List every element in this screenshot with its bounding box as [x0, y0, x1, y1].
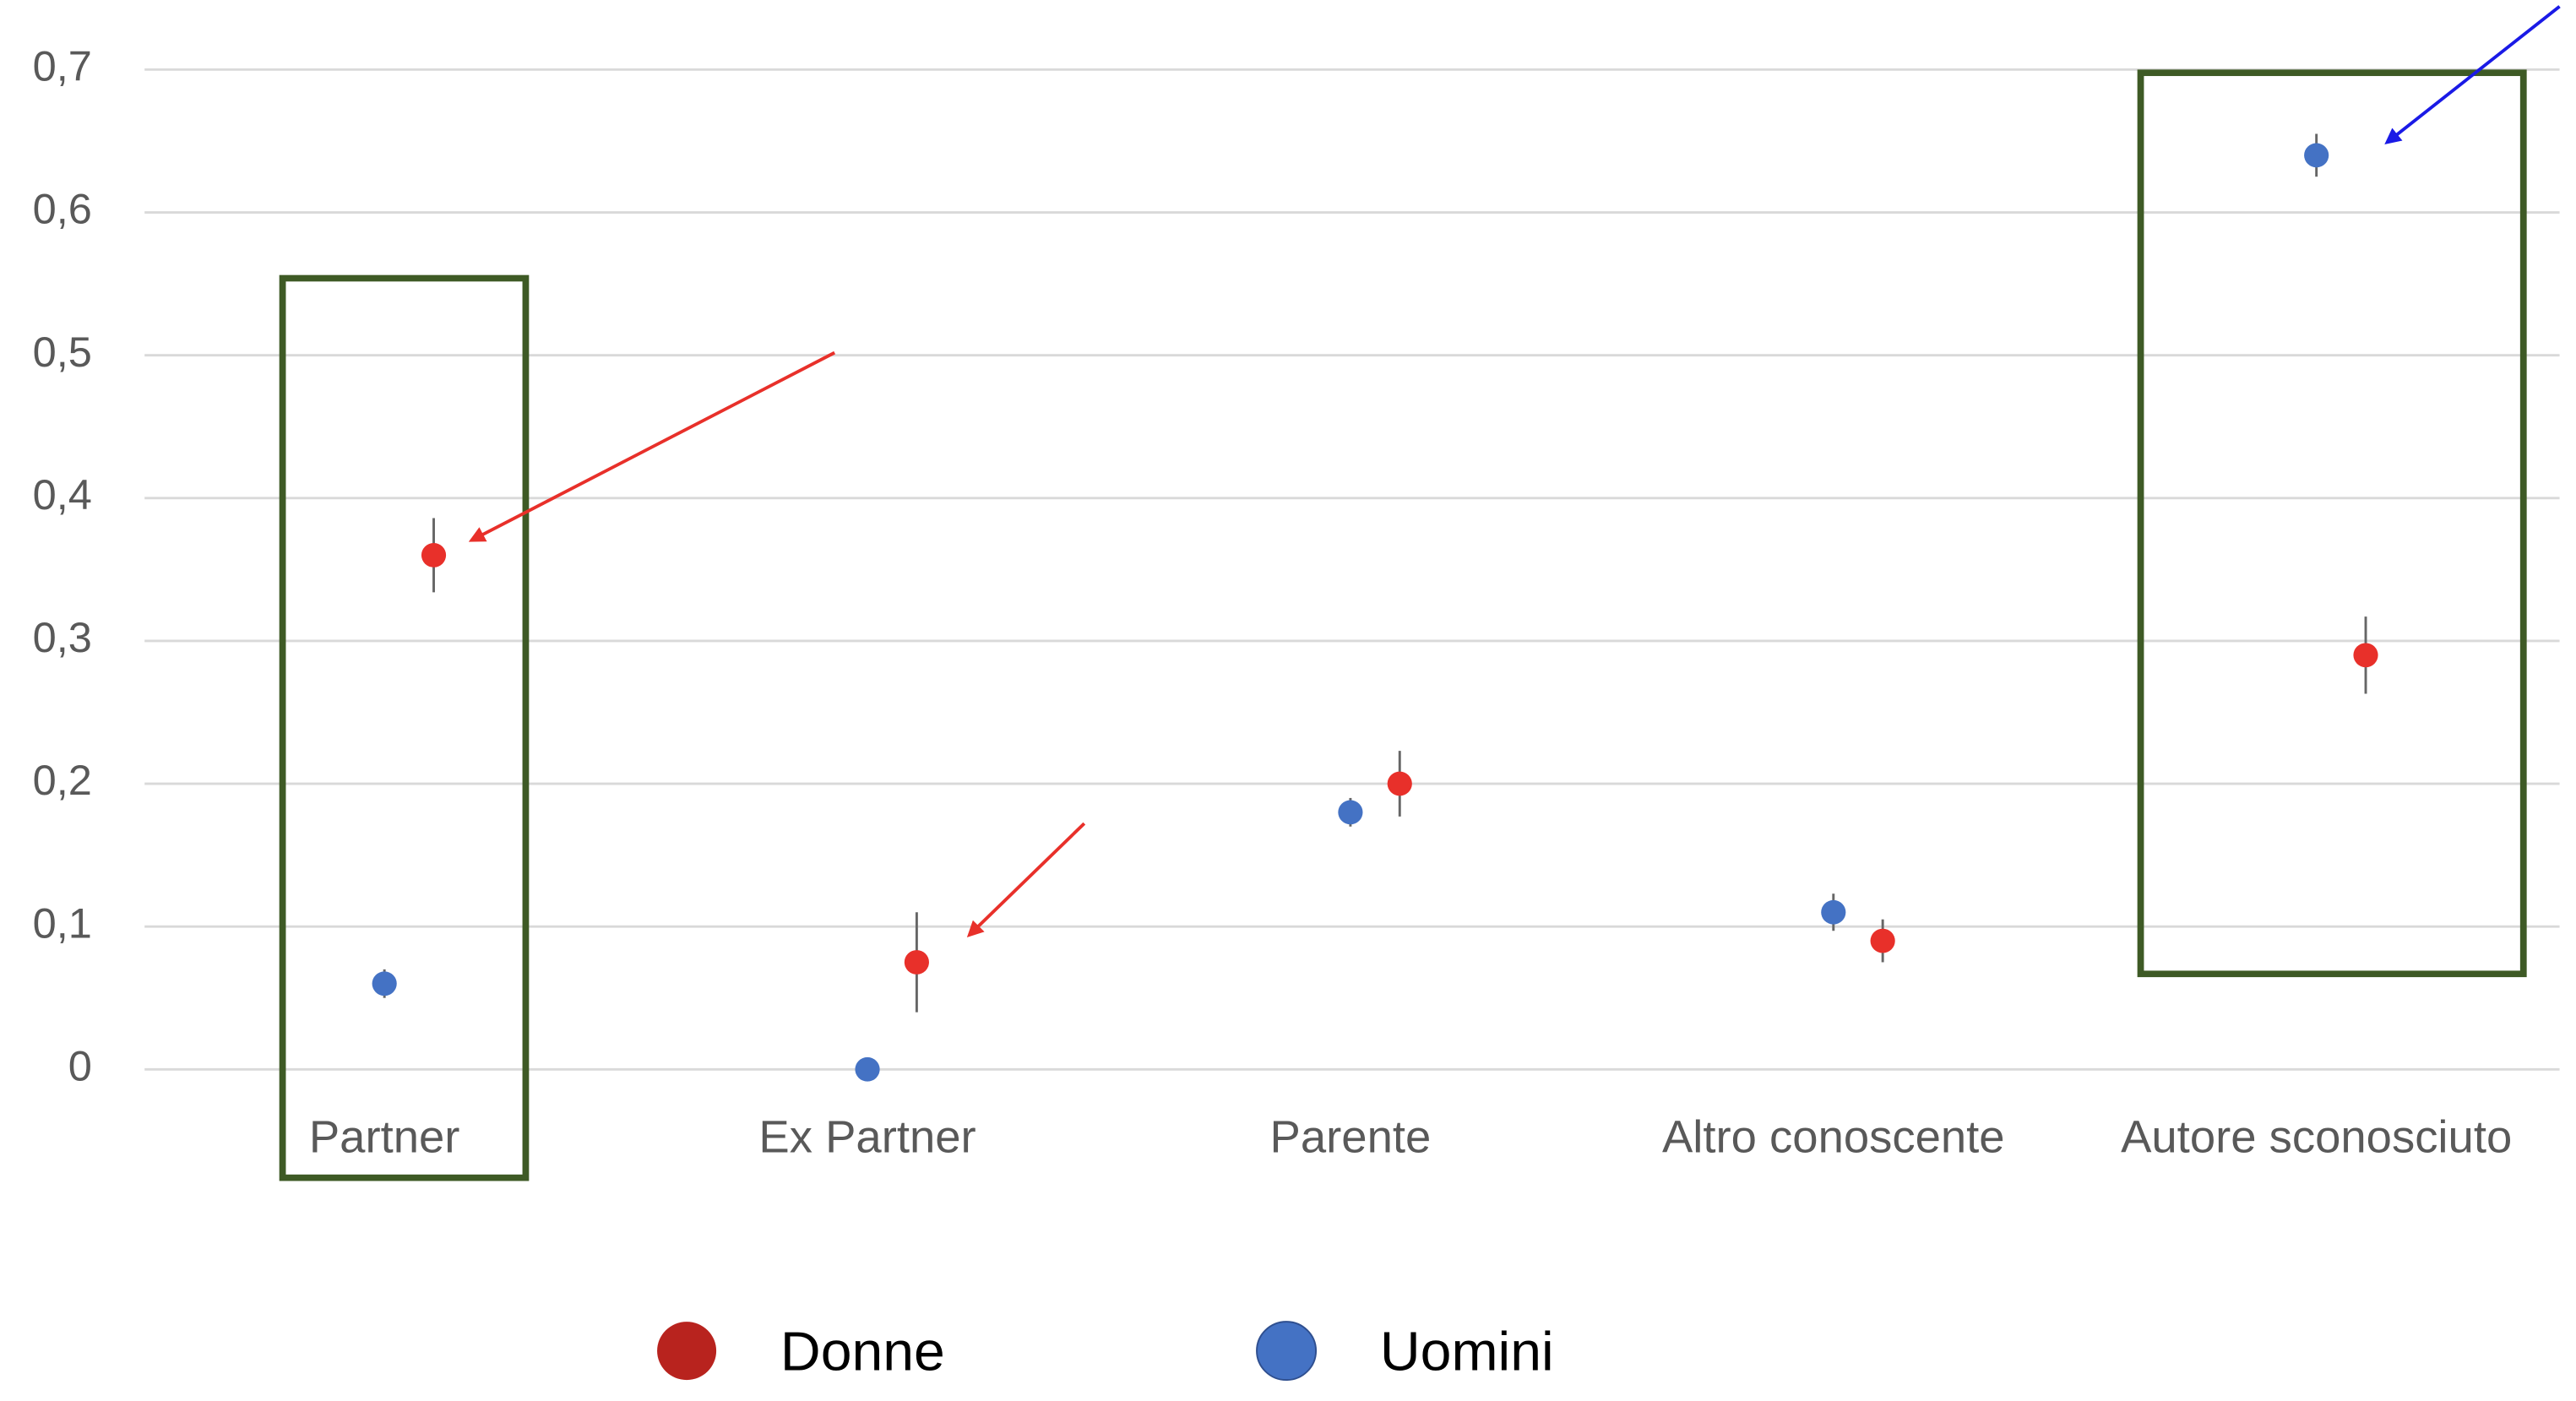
x-tick-label: Parente [1270, 1112, 1432, 1163]
highlight-box [279, 274, 530, 1181]
highlight-box [2137, 69, 2527, 978]
legend-label: Donne [780, 1321, 945, 1382]
point [855, 1056, 880, 1082]
point [904, 950, 929, 975]
legend-label: Uomini [1380, 1321, 1554, 1382]
grid: 0 0,1 0,2 0,3 0,4 0,5 0,6 0,7 Partner Ex Partner P… [33, 43, 2560, 1163]
y-tick-label: 0,7 [33, 43, 92, 90]
x-tick-label: Altro conoscente [1662, 1112, 2005, 1163]
y-tick-label: 0 [68, 1043, 92, 1090]
point [2304, 143, 2329, 168]
arrow [2384, 5, 2561, 144]
x-tick-label: Autore sconosciuto [2121, 1112, 2512, 1163]
y-tick-label: 0,5 [33, 329, 92, 376]
arrow [468, 350, 836, 542]
x-tick-label: Ex Partner [758, 1112, 976, 1163]
point [372, 971, 397, 996]
x-tick-label: Partner [309, 1112, 460, 1163]
y-tick-label: 0,3 [33, 614, 92, 661]
arrow [966, 822, 1086, 937]
point [1870, 928, 1895, 953]
y-tick-label: 0,6 [33, 186, 92, 233]
legend-swatch [1256, 1321, 1318, 1382]
marks [372, 133, 2378, 1082]
y-tick-label: 0,4 [33, 471, 92, 519]
point [2353, 643, 2378, 668]
y-tick-label: 0,2 [33, 758, 92, 805]
legend-swatch [657, 1322, 717, 1381]
point [421, 543, 447, 567]
point [1387, 771, 1412, 796]
point [1821, 899, 1846, 925]
point [1338, 800, 1363, 825]
y-tick-label: 0,1 [33, 900, 92, 948]
